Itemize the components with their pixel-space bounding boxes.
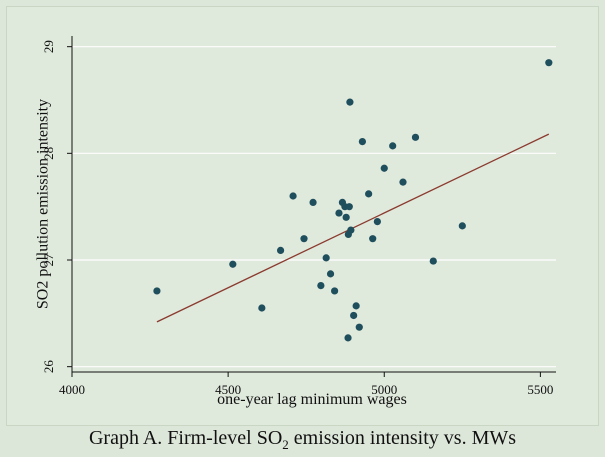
scatter-point (358, 138, 366, 146)
figure-caption: Graph A. Firm-level SO2 emission intensi… (0, 426, 605, 457)
scatter-point (380, 164, 388, 172)
scatter-point (344, 334, 352, 342)
scatter-point (289, 192, 297, 200)
scatter-point (309, 198, 317, 206)
scatter-point (229, 260, 237, 268)
scatter-point (346, 98, 354, 106)
scatter-point (347, 226, 355, 234)
scatter-point (411, 133, 420, 141)
axes (71, 36, 556, 373)
scatter-point (545, 59, 553, 67)
scatter-point (355, 323, 363, 331)
scatter-point (373, 218, 381, 226)
scatter-point (342, 213, 350, 221)
scatter-point (153, 287, 161, 295)
scatter-point (369, 235, 377, 243)
scatter-point (365, 190, 373, 198)
scatter-point (458, 222, 466, 230)
x-axis-label: one-year lag minimum wages (217, 391, 407, 408)
scatter-point (345, 203, 353, 211)
scatter-point (399, 178, 407, 186)
scatter-point (322, 254, 330, 262)
scatter-point (258, 304, 266, 312)
x-tick-label: 4000 (59, 382, 85, 397)
caption-subscript: 2 (282, 437, 289, 452)
scatter-point (335, 209, 343, 217)
y-axis-label: SO2 pollution emission intensity (35, 99, 52, 309)
y-tick-label: 29 (41, 40, 56, 53)
x-tick-label: 5000 (371, 382, 397, 397)
y-tick-label: 27 (41, 253, 56, 267)
scatter-point (317, 282, 325, 290)
y-tick-label: 26 (41, 360, 56, 374)
caption-prefix: Graph A. Firm-level SO (88, 427, 283, 449)
scatter-point (300, 235, 308, 243)
scatter-point (331, 287, 339, 295)
scatter-point (352, 302, 360, 310)
grid-lines (72, 46, 556, 368)
scatter-points (153, 59, 553, 342)
scatter-point (429, 257, 437, 265)
caption-suffix: emission intensity vs. MWs (288, 427, 517, 449)
plot-frame (6, 6, 599, 426)
x-tick-label: 5500 (527, 382, 553, 397)
x-tick-label: 4500 (215, 382, 241, 397)
ticks: 26 27 28 29 4000 4500 5000 5500 (41, 40, 553, 397)
scatter-point (350, 311, 358, 320)
y-tick-label: 28 (41, 147, 56, 160)
scatter-point (276, 246, 285, 254)
scatter-point (326, 270, 335, 278)
scatter-point (389, 142, 397, 150)
